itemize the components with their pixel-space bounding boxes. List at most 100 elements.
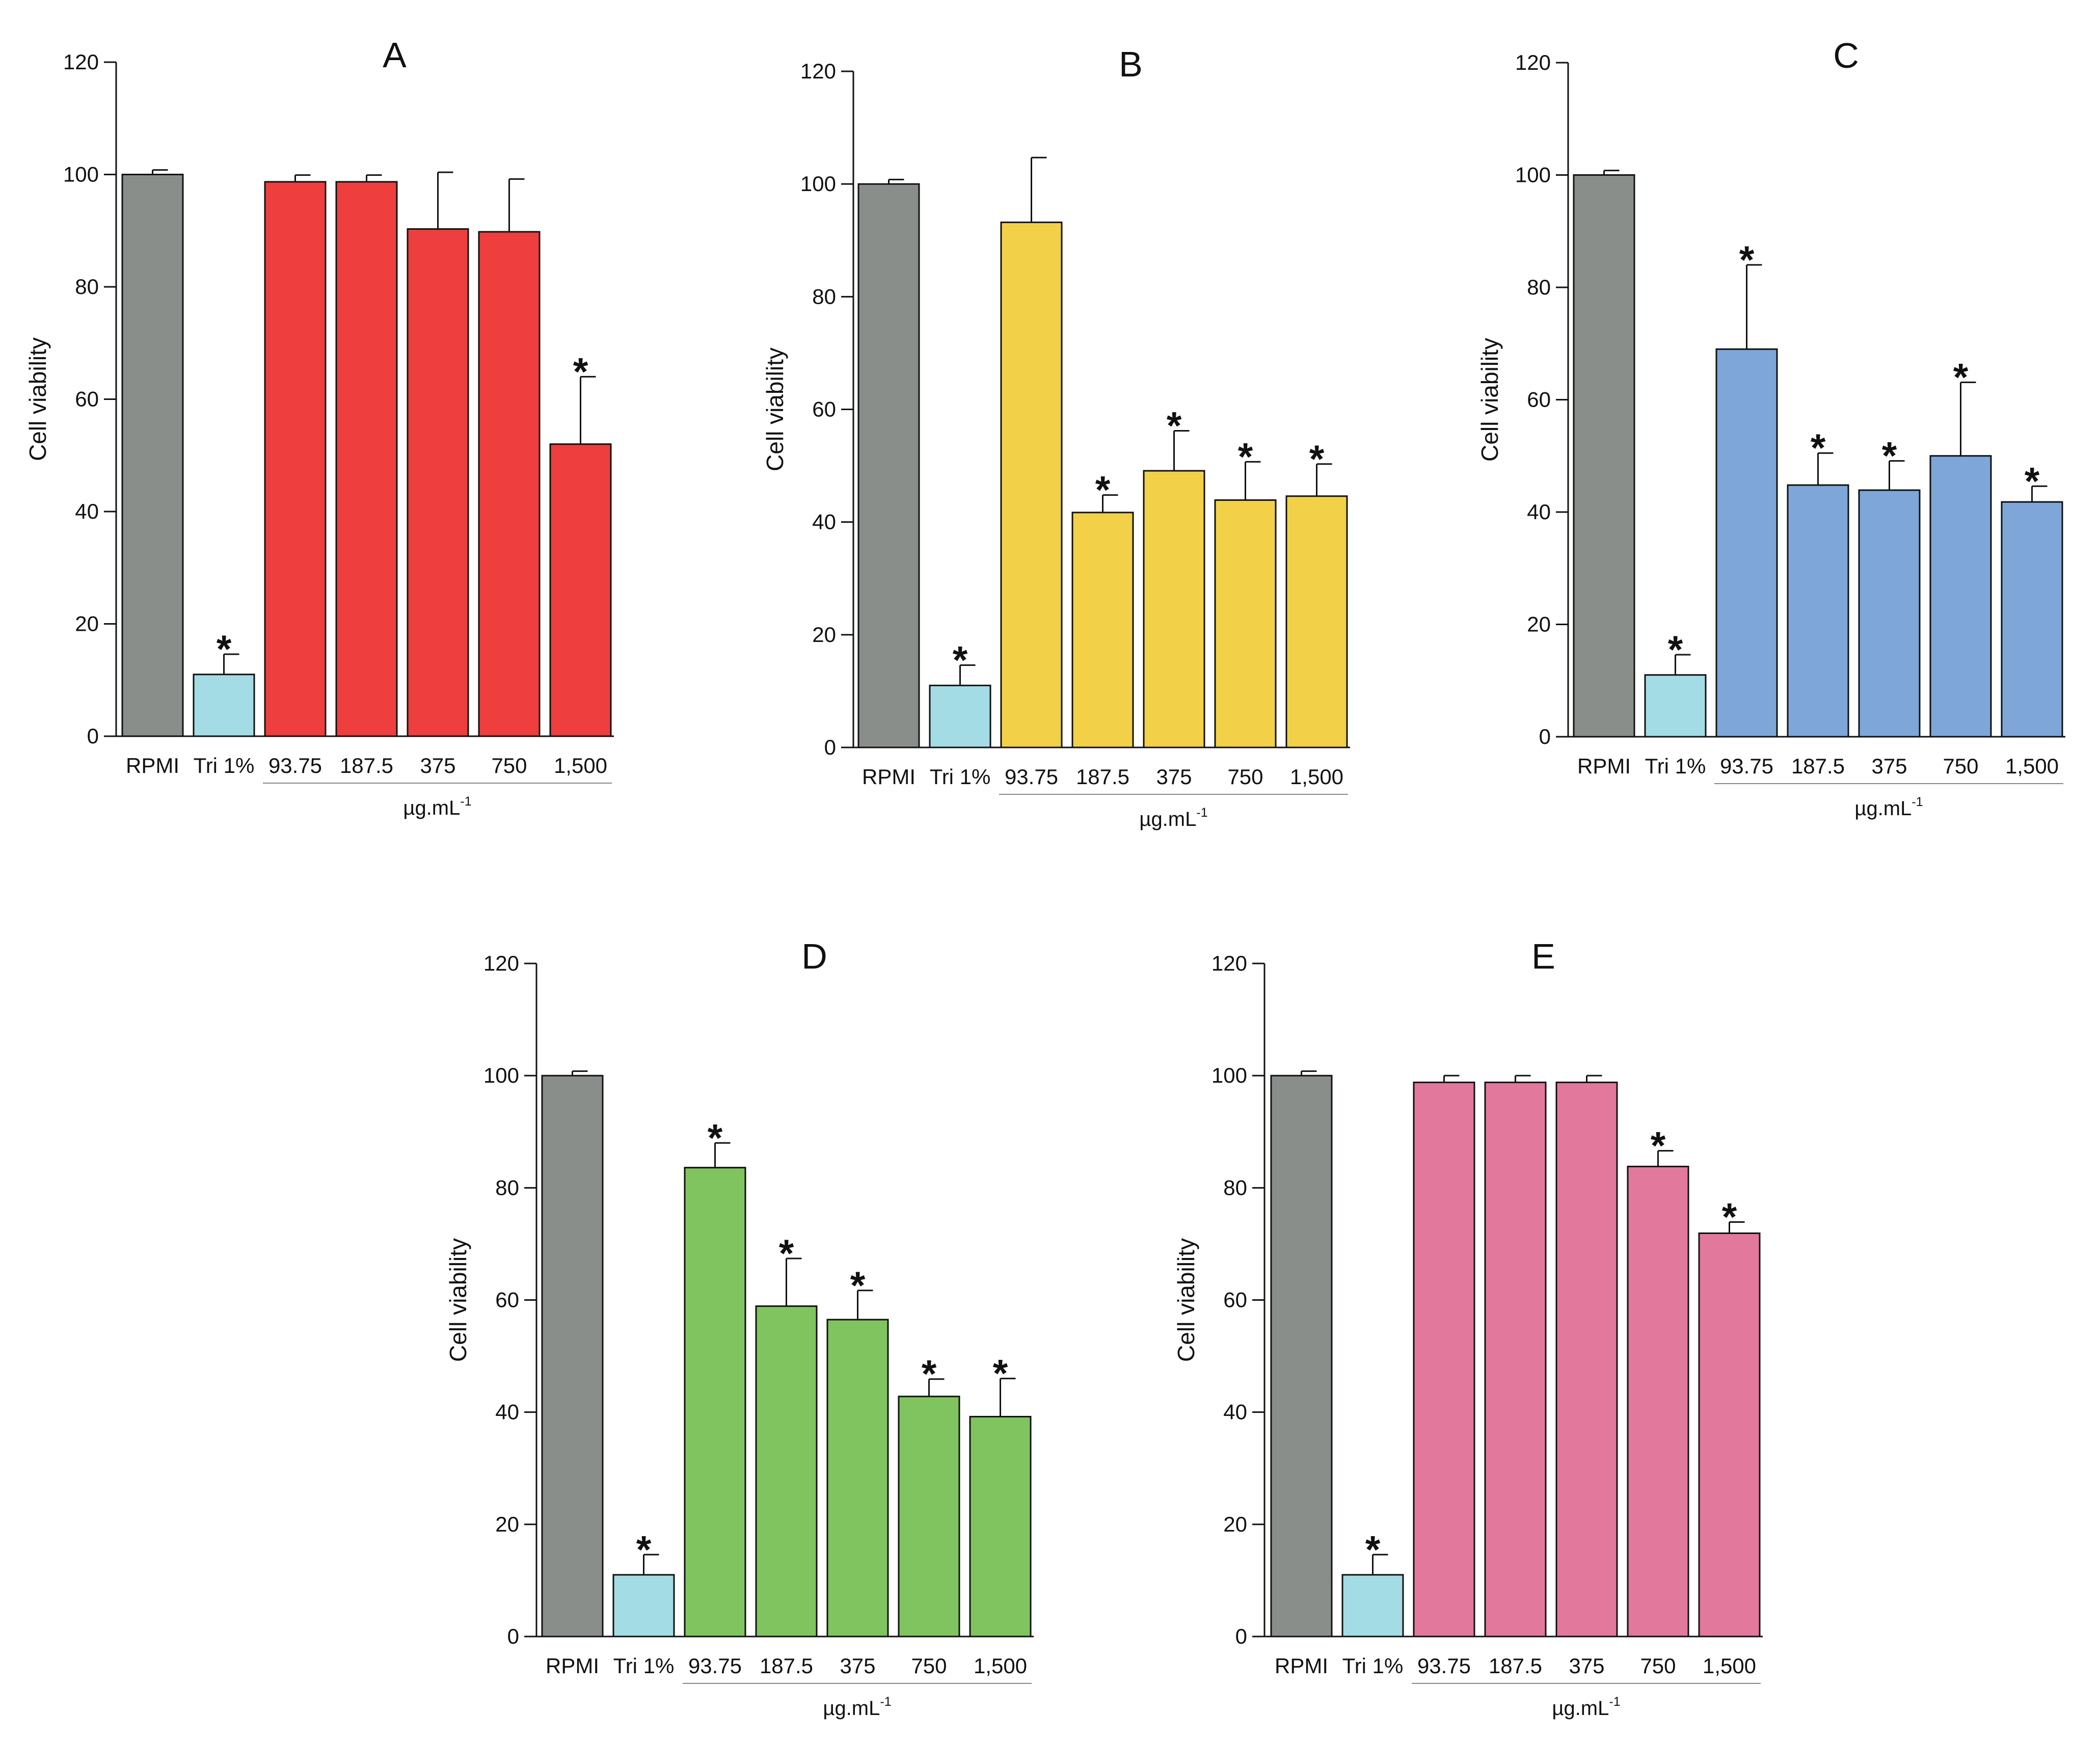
x-tick-label-c-4: 375 — [1871, 754, 1907, 778]
y-tick-label-a-20: 20 — [75, 612, 99, 636]
significance-star-a-1: * — [217, 628, 232, 671]
y-tick-label-b-80: 80 — [812, 284, 836, 308]
y-tick-label-b-100: 100 — [800, 172, 836, 196]
significance-star-c-1: * — [1668, 628, 1683, 672]
unit-base-d: µg.mL — [823, 1697, 880, 1720]
bar-c-0 — [1573, 174, 1635, 738]
y-tick-label-e-0: 0 — [1235, 1624, 1247, 1648]
y-tick-label-c-120: 120 — [1515, 50, 1551, 74]
x-tick-label-d-0: RPMI — [546, 1654, 599, 1678]
concentration-unit-label-a: µg.mL-1 — [403, 794, 471, 819]
bar-b-0 — [857, 183, 920, 748]
y-tick-label-c-20: 20 — [1527, 612, 1551, 636]
bar-c-5 — [1929, 455, 1992, 738]
y-tick-label-e-100: 100 — [1211, 1063, 1247, 1087]
significance-star-b-5: * — [1238, 435, 1253, 478]
y-tick-label-e-120: 120 — [1211, 951, 1247, 975]
y-axis-label-b: Cell viability — [762, 347, 788, 471]
bar-a-5 — [478, 231, 541, 737]
x-tick-label-d-2: 93.75 — [688, 1654, 742, 1678]
x-tick-label-b-4: 375 — [1156, 765, 1192, 789]
bar-c-4 — [1858, 489, 1921, 738]
bar-e-3 — [1484, 1081, 1547, 1638]
significance-star-c-4: * — [1882, 435, 1897, 478]
x-tick-label-d-3: 187.5 — [760, 1654, 813, 1678]
x-tick-label-d-4: 375 — [840, 1654, 875, 1678]
x-tick-label-a-1: Tri 1% — [194, 754, 255, 777]
x-tick-label-d-6: 1,500 — [974, 1654, 1027, 1678]
bar-d-3 — [755, 1305, 818, 1638]
bar-d-4 — [826, 1319, 889, 1638]
y-tick-label-d-40: 40 — [495, 1400, 519, 1424]
bar-a-0 — [121, 174, 184, 737]
panel-title-c: C — [1833, 36, 1859, 75]
significance-star-d-5: * — [922, 1353, 937, 1396]
bar-d-6 — [969, 1415, 1032, 1638]
y-tick-label-e-40: 40 — [1223, 1400, 1247, 1424]
y-tick-label-c-100: 100 — [1515, 163, 1551, 187]
x-tick-label-e-1: Tri 1% — [1342, 1654, 1404, 1678]
panel-c: 0 20 40 60 80 100 120 Cell viability C RPMI * Tri 1… — [1476, 36, 2065, 820]
bar-e-5 — [1627, 1166, 1689, 1638]
bar-d-1 — [612, 1574, 675, 1638]
bar-c-6 — [2001, 501, 2063, 738]
bar-e-1 — [1341, 1574, 1404, 1638]
concentration-unit-label-b: µg.mL-1 — [1139, 806, 1207, 830]
x-tick-label-c-6: 1,500 — [2005, 754, 2059, 778]
y-axis-label-e: Cell viability — [1173, 1238, 1199, 1362]
significance-star-e-5: * — [1651, 1124, 1666, 1168]
unit-exponent-b: -1 — [1196, 806, 1207, 820]
panel-title-b: B — [1119, 44, 1143, 84]
panel-d: 0 20 40 60 80 100 120 Cell viability D RPMI * Tri 1… — [445, 936, 1034, 1720]
y-tick-label-d-100: 100 — [483, 1063, 519, 1087]
significance-star-d-3: * — [779, 1232, 794, 1275]
bar-c-1 — [1644, 674, 1707, 738]
x-tick-label-a-2: 93.75 — [268, 754, 322, 777]
significance-star-b-1: * — [953, 639, 968, 682]
significance-star-d-4: * — [850, 1264, 866, 1307]
y-axis-label-d: Cell viability — [445, 1238, 471, 1362]
panel-e: 0 20 40 60 80 100 120 Cell viability E RPMI * Tri 1… — [1173, 936, 1763, 1720]
bar-c-2 — [1715, 348, 1778, 738]
bar-b-3 — [1071, 512, 1134, 748]
y-tick-label-a-40: 40 — [75, 499, 99, 523]
y-tick-label-a-120: 120 — [63, 50, 99, 74]
x-tick-label-d-1: Tri 1% — [613, 1654, 675, 1678]
bar-e-0 — [1270, 1075, 1333, 1638]
bar-b-4 — [1143, 470, 1205, 748]
y-tick-label-d-20: 20 — [495, 1512, 519, 1536]
y-axis-label-c: Cell viability — [1476, 338, 1503, 462]
y-tick-label-b-120: 120 — [800, 59, 836, 83]
x-tick-label-c-1: Tri 1% — [1645, 754, 1706, 778]
y-tick-label-a-0: 0 — [87, 724, 99, 748]
unit-exponent-a: -1 — [460, 794, 471, 809]
y-tick-label-d-120: 120 — [483, 951, 519, 975]
bar-e-4 — [1555, 1081, 1618, 1638]
x-tick-label-b-0: RPMI — [862, 765, 916, 789]
significance-star-d-1: * — [636, 1528, 652, 1571]
x-tick-label-e-0: RPMI — [1275, 1654, 1328, 1678]
x-tick-label-b-2: 93.75 — [1005, 765, 1058, 789]
y-tick-label-b-60: 60 — [812, 397, 836, 421]
panel-title-d: D — [801, 936, 827, 976]
x-tick-label-a-5: 750 — [491, 754, 527, 777]
bar-a-3 — [335, 181, 398, 737]
significance-star-a-6: * — [573, 350, 588, 393]
significance-star-d-6: * — [993, 1352, 1008, 1396]
x-tick-label-e-5: 750 — [1640, 1654, 1676, 1678]
bar-b-2 — [1000, 221, 1063, 748]
x-tick-label-b-5: 750 — [1227, 765, 1263, 789]
significance-star-e-6: * — [1722, 1195, 1737, 1239]
significance-star-c-6: * — [2025, 460, 2040, 503]
unit-exponent-c: -1 — [1911, 795, 1923, 809]
unit-exponent-d: -1 — [880, 1695, 891, 1709]
panel-title-a: A — [383, 35, 407, 75]
bar-b-1 — [929, 684, 991, 748]
significance-star-c-3: * — [1811, 426, 1826, 470]
x-tick-label-a-4: 375 — [420, 754, 455, 777]
significance-star-b-6: * — [1309, 438, 1325, 481]
bar-b-5 — [1214, 499, 1277, 748]
bar-e-6 — [1698, 1232, 1761, 1638]
unit-exponent-e: -1 — [1609, 1695, 1620, 1709]
